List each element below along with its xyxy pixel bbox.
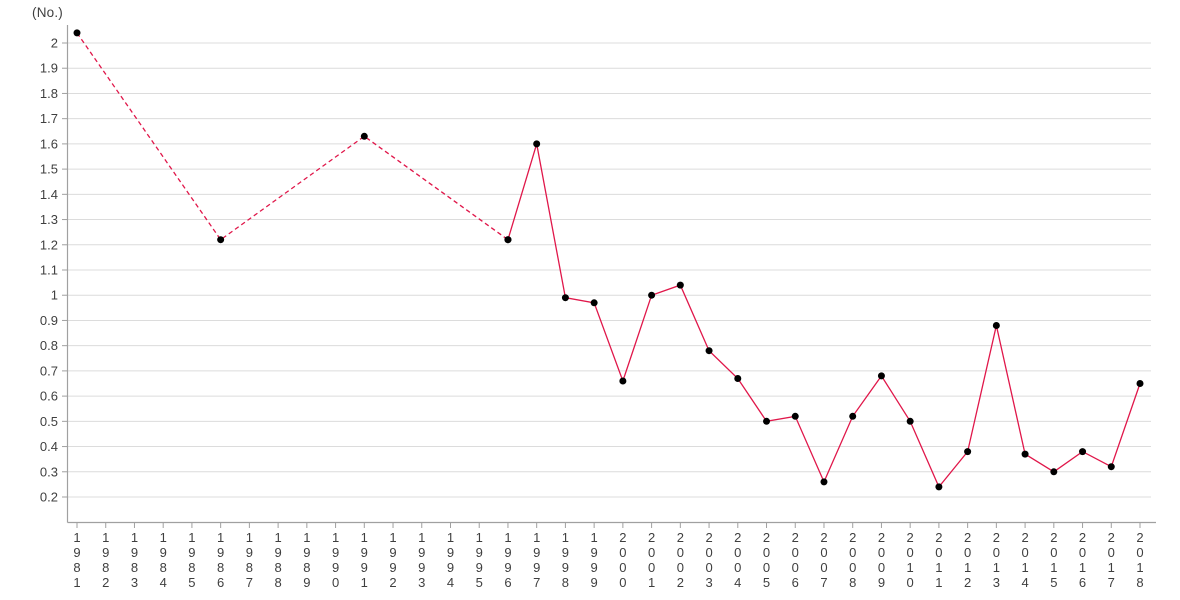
y-tick-label: 1.1 (40, 263, 58, 278)
data-point-marker (1136, 380, 1144, 387)
series-line-dashed (76, 32, 509, 241)
data-point-marker (791, 412, 799, 420)
data-point-marker (217, 236, 225, 244)
data-point-marker (935, 483, 943, 491)
y-tick-label: 0.3 (40, 464, 58, 479)
data-point-marker (906, 417, 914, 425)
y-tick-label: 0.5 (40, 414, 58, 429)
data-point-marker (849, 412, 857, 420)
data-point-marker (877, 372, 885, 380)
y-tick-label: 1 (51, 288, 58, 303)
data-point-marker (820, 478, 828, 486)
y-tick-label: 1.9 (40, 61, 58, 76)
data-point-marker (992, 322, 1000, 329)
y-tick-label: 0.6 (40, 389, 58, 404)
y-tick-label: 0.4 (40, 439, 58, 454)
data-point-marker (676, 281, 684, 289)
data-point-marker (360, 132, 368, 140)
y-tick-label: 0.2 (40, 490, 58, 505)
series-line-solid (507, 143, 1141, 489)
data-point-marker (590, 299, 598, 307)
data-point-marker (705, 347, 713, 355)
data-point-marker (504, 236, 512, 244)
data-point-marker (1079, 448, 1087, 456)
data-point-marker (1021, 450, 1029, 458)
data-point-marker (73, 29, 81, 37)
data-point-marker (648, 291, 656, 299)
y-tick-label: 1.3 (40, 212, 58, 227)
data-point-marker (1050, 468, 1058, 476)
data-point-marker (619, 377, 627, 385)
y-tick-label: 0.9 (40, 313, 58, 328)
y-tick-label: 2 (51, 36, 58, 51)
y-axis-unit-label: (No.) (32, 5, 63, 20)
data-point-marker (763, 417, 771, 425)
data-point-marker (561, 294, 569, 302)
data-point-marker (734, 375, 742, 382)
y-tick-label: 0.8 (40, 338, 58, 353)
data-point-marker (1107, 463, 1115, 471)
y-tick-label: 1.7 (40, 111, 58, 126)
y-tick-label: 1.4 (40, 187, 58, 202)
y-tick-label: 1.2 (40, 237, 58, 252)
y-tick-label: 1.5 (40, 162, 58, 177)
data-point-marker (533, 140, 541, 148)
y-tick-label: 1.6 (40, 136, 58, 151)
data-point-marker (964, 448, 972, 456)
y-tick-label: 0.7 (40, 363, 58, 378)
y-tick-label: 1.8 (40, 86, 58, 101)
